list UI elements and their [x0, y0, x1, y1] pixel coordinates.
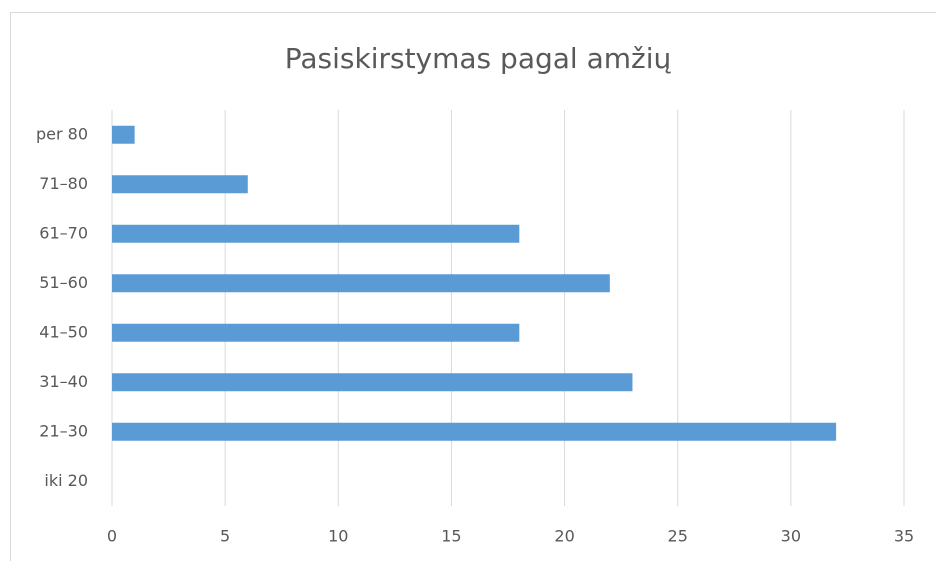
- bar: [112, 224, 520, 243]
- y-tick-label: 31–40: [39, 372, 88, 391]
- y-tick-label: 41–50: [39, 322, 88, 341]
- y-tick-label: iki 20: [44, 471, 88, 490]
- x-tick-label: 15: [441, 527, 461, 546]
- x-tick-label: 25: [668, 527, 688, 546]
- x-tick-label: 20: [554, 527, 574, 546]
- x-tick-label: 5: [220, 527, 230, 546]
- y-tick-label: 21–30: [39, 421, 88, 440]
- x-tick-label: 10: [328, 527, 348, 546]
- chart-title: Pasiskirstymas pagal amžių: [285, 42, 672, 75]
- y-tick-label: 51–60: [39, 273, 88, 292]
- y-tick-label: 61–70: [39, 223, 88, 242]
- bar: [112, 274, 610, 293]
- bar: [112, 323, 520, 342]
- bar: [112, 175, 248, 194]
- y-tick-label: 71–80: [39, 174, 88, 193]
- bar: [112, 422, 837, 441]
- x-tick-label: 35: [894, 527, 914, 546]
- bar: [112, 373, 633, 392]
- y-tick-label: per 80: [36, 124, 88, 143]
- x-tick-label: 30: [781, 527, 801, 546]
- bar: [112, 125, 135, 144]
- x-tick-label: 0: [107, 527, 117, 546]
